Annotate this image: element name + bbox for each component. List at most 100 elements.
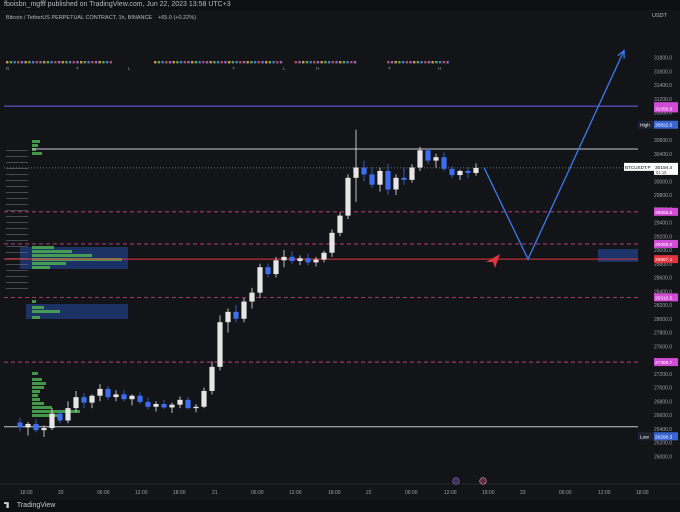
signal-dot — [72, 61, 75, 64]
volume-profile-bar — [32, 152, 42, 155]
volume-profile-bar — [32, 372, 38, 375]
price-tick-label: 30400.0 — [654, 152, 672, 158]
candle-body — [81, 397, 87, 403]
signal-dot — [298, 61, 301, 64]
time-tick-label: 12:00 — [444, 490, 457, 496]
price-tick-label: 28200.0 — [654, 303, 672, 309]
volume-profile-grey — [6, 246, 28, 247]
candle-body — [465, 170, 471, 173]
candle-body — [473, 167, 479, 173]
signal-letter: H — [438, 66, 441, 71]
price-tick-label: 31400.0 — [654, 83, 672, 89]
volume-profile-grey — [6, 276, 28, 277]
publish-info-bar: fboisbn_mgfff published on TradingView.c… — [0, 0, 680, 10]
volume-profile-grey — [6, 180, 28, 181]
time-tick-label: 18:00 — [636, 490, 649, 496]
symbol-tag-text: BTCUSDT.P — [625, 165, 651, 170]
signal-dot — [50, 61, 53, 64]
volume-profile-grey — [6, 222, 28, 223]
time-tick-label: 18:00 — [173, 490, 186, 496]
signal-dot — [39, 61, 42, 64]
candle-body — [441, 157, 447, 169]
price-tick-label: 26800.0 — [654, 399, 672, 405]
signal-letter: T — [232, 66, 235, 71]
volume-profile-bar — [32, 394, 38, 397]
candle-body — [137, 395, 143, 402]
signal-dot — [194, 61, 198, 64]
price-tick-label: 29000.0 — [654, 248, 672, 254]
signal-letter: R — [6, 66, 10, 71]
time-tick-label: 12:00 — [135, 490, 148, 496]
event-flag-icon — [479, 477, 487, 485]
volume-profile-bar — [32, 382, 46, 385]
hl-tag — [638, 432, 654, 441]
red-pointer-icon — [486, 254, 500, 268]
last-price-text: 30194.4 — [655, 165, 673, 171]
candle-body — [265, 267, 271, 275]
candle-body — [393, 177, 399, 190]
candle-body — [41, 428, 47, 431]
volume-profile-bar — [32, 246, 54, 249]
signal-dot — [435, 61, 438, 64]
signal-dot — [35, 61, 38, 64]
hl-tag — [638, 120, 654, 129]
signal-dot — [327, 61, 331, 64]
signal-dot — [87, 61, 90, 64]
signal-letter: T — [76, 66, 79, 71]
price-tick-label: 27800.0 — [654, 331, 672, 337]
signal-dot — [324, 61, 327, 64]
signal-dot — [424, 61, 427, 64]
volume-profile-bar — [32, 144, 38, 147]
volume-profile-bar — [32, 390, 40, 393]
candle-body — [217, 322, 223, 367]
signal-dot — [268, 61, 272, 64]
signal-dot — [6, 61, 9, 64]
time-tick-label: 23 — [520, 490, 526, 496]
price-label-box — [654, 207, 678, 216]
candle-body — [257, 267, 263, 293]
volume-profile-bar — [32, 378, 42, 381]
signal-dot — [279, 61, 283, 64]
price-tick-label: 31000.0 — [654, 111, 672, 117]
volume-profile-grey — [6, 264, 28, 265]
volume-profile-grey — [6, 162, 28, 163]
signal-letter: L — [283, 66, 286, 71]
volume-profile-grey — [6, 240, 28, 241]
signal-dot — [394, 61, 397, 64]
volume-profile-grey — [6, 234, 28, 235]
price-label-text: 29555.5 — [655, 210, 673, 216]
candle-body — [249, 292, 255, 302]
candle-body — [121, 394, 127, 400]
candle-body — [169, 404, 175, 408]
volume-profile-grey — [6, 150, 28, 151]
price-change: +65.0 (+0.22%) — [158, 15, 196, 21]
candle-body — [329, 232, 335, 253]
candle-body — [273, 260, 279, 275]
signal-dot — [309, 61, 312, 64]
signal-dot — [9, 61, 13, 64]
time-tick-label: 12:00 — [598, 490, 611, 496]
signal-dot — [68, 61, 72, 64]
price-axis-bg — [640, 10, 680, 500]
volume-profile-grey — [6, 282, 28, 283]
volume-profile-grey — [6, 210, 28, 211]
candle-body — [233, 311, 239, 319]
candle-body — [313, 259, 319, 263]
volume-profile-grey — [6, 174, 28, 175]
time-tick-label: 18:00 — [482, 490, 495, 496]
signal-dot — [228, 61, 231, 64]
signal-dot — [91, 61, 94, 64]
time-tick-label: 22 — [366, 490, 372, 496]
volume-profile-bar — [32, 386, 44, 389]
signal-dot — [61, 61, 64, 64]
symbol-line: Bitcoin / TetherUS PERPETUAL CONTRACT, 1… — [6, 15, 152, 21]
candle-body — [409, 167, 415, 180]
signal-dot — [98, 61, 101, 64]
footer-brand[interactable]: TradingView — [16, 502, 56, 509]
signal-dot — [202, 61, 205, 64]
signal-dot — [80, 61, 83, 64]
signal-dot — [13, 61, 16, 64]
candle-body — [49, 413, 55, 429]
price-tick-label: 31200.0 — [654, 97, 672, 103]
